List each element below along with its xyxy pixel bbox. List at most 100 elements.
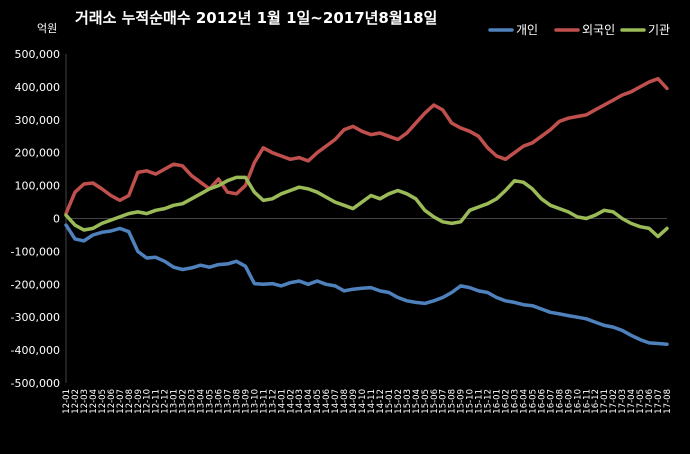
data-point bbox=[522, 181, 525, 184]
data-point bbox=[101, 188, 103, 190]
data-point bbox=[576, 316, 579, 319]
x-tick-label: 12-10 bbox=[143, 389, 153, 414]
data-point bbox=[74, 238, 76, 240]
data-point bbox=[352, 288, 354, 291]
x-tick-label: 14-04 bbox=[304, 389, 314, 414]
y-tick-label: 400,000 bbox=[15, 81, 61, 94]
y-tick-label: 100,000 bbox=[15, 180, 61, 193]
data-point bbox=[388, 135, 390, 138]
data-point bbox=[137, 171, 139, 174]
data-point bbox=[513, 301, 516, 304]
data-point bbox=[128, 230, 130, 233]
data-point bbox=[262, 283, 265, 286]
data-point bbox=[459, 221, 462, 223]
data-point bbox=[540, 198, 543, 200]
data-point bbox=[450, 122, 453, 124]
data-point bbox=[289, 281, 292, 284]
data-point bbox=[325, 145, 327, 147]
x-tick-label: 12-11 bbox=[152, 389, 162, 414]
data-point bbox=[361, 287, 363, 290]
data-point bbox=[495, 155, 498, 157]
data-point bbox=[83, 183, 85, 185]
data-point bbox=[603, 209, 605, 212]
data-point bbox=[110, 219, 112, 221]
x-tick-label: 17-06 bbox=[645, 389, 655, 414]
data-point bbox=[567, 314, 570, 317]
data-point bbox=[74, 224, 76, 226]
x-tick-label: 16-06 bbox=[537, 389, 547, 414]
data-point bbox=[370, 194, 372, 197]
data-point bbox=[648, 227, 650, 230]
data-point bbox=[648, 81, 650, 83]
x-tick-label: 15-07 bbox=[439, 389, 449, 414]
legend-label: 개인 bbox=[516, 23, 538, 37]
data-point bbox=[612, 211, 614, 213]
data-point bbox=[549, 128, 552, 131]
series-lines bbox=[64, 76, 669, 346]
data-point bbox=[441, 109, 444, 111]
x-tick-label: 15-08 bbox=[448, 389, 458, 414]
y-tick-label: -100,000 bbox=[11, 245, 60, 258]
data-point bbox=[531, 304, 534, 307]
x-tick-label: 14-01 bbox=[277, 389, 287, 414]
data-point bbox=[531, 142, 534, 144]
data-point bbox=[406, 132, 408, 134]
data-point bbox=[450, 291, 453, 294]
data-point bbox=[513, 179, 516, 182]
x-tick-label: 12-01 bbox=[62, 389, 72, 414]
data-point bbox=[630, 91, 632, 93]
data-point bbox=[594, 214, 596, 216]
y-tick-label: 200,000 bbox=[15, 147, 61, 160]
data-point bbox=[594, 109, 596, 111]
x-tick-label: 12-09 bbox=[134, 389, 144, 414]
x-tick-label: 13-03 bbox=[188, 389, 198, 414]
data-point bbox=[343, 204, 345, 207]
data-point bbox=[415, 122, 417, 124]
data-point bbox=[101, 231, 103, 234]
x-tick-label: 13-02 bbox=[179, 389, 189, 414]
data-point bbox=[424, 302, 426, 305]
data-point bbox=[145, 212, 148, 215]
data-point bbox=[101, 222, 103, 225]
data-point bbox=[576, 216, 579, 218]
data-point bbox=[92, 182, 94, 184]
x-tick-label: 13-05 bbox=[206, 389, 216, 414]
data-point bbox=[468, 209, 471, 212]
x-tick-label: 16-11 bbox=[582, 389, 592, 414]
data-point bbox=[504, 158, 507, 161]
data-point bbox=[289, 158, 292, 161]
data-point bbox=[199, 264, 202, 267]
data-point bbox=[172, 266, 175, 269]
data-point bbox=[316, 151, 319, 154]
x-tick-label: 16-01 bbox=[493, 389, 503, 414]
data-point bbox=[92, 227, 94, 230]
data-point bbox=[495, 198, 498, 200]
data-point bbox=[92, 234, 94, 236]
data-point bbox=[585, 114, 588, 116]
data-point bbox=[648, 342, 650, 344]
data-point bbox=[379, 198, 381, 200]
x-tick-label: 17-07 bbox=[654, 389, 664, 414]
data-point bbox=[504, 300, 507, 302]
legend-label: 외국인 bbox=[582, 23, 615, 37]
data-point bbox=[298, 280, 301, 282]
data-point bbox=[352, 125, 354, 128]
data-point bbox=[361, 130, 363, 133]
data-point bbox=[289, 189, 292, 192]
x-tick-label: 17-04 bbox=[627, 389, 637, 414]
data-point bbox=[65, 224, 67, 226]
x-tick-label: 15-01 bbox=[385, 389, 395, 414]
data-point bbox=[271, 151, 274, 154]
data-point bbox=[594, 321, 596, 323]
data-point bbox=[621, 94, 623, 96]
data-point bbox=[388, 291, 390, 294]
data-point bbox=[666, 227, 668, 230]
data-point bbox=[244, 265, 247, 268]
data-point bbox=[639, 86, 641, 88]
x-tick-label: 14-03 bbox=[295, 389, 305, 414]
data-point bbox=[244, 184, 247, 187]
x-tick-label: 17-01 bbox=[600, 389, 610, 414]
x-tick-label: 13-01 bbox=[170, 389, 180, 414]
data-point bbox=[630, 334, 632, 337]
